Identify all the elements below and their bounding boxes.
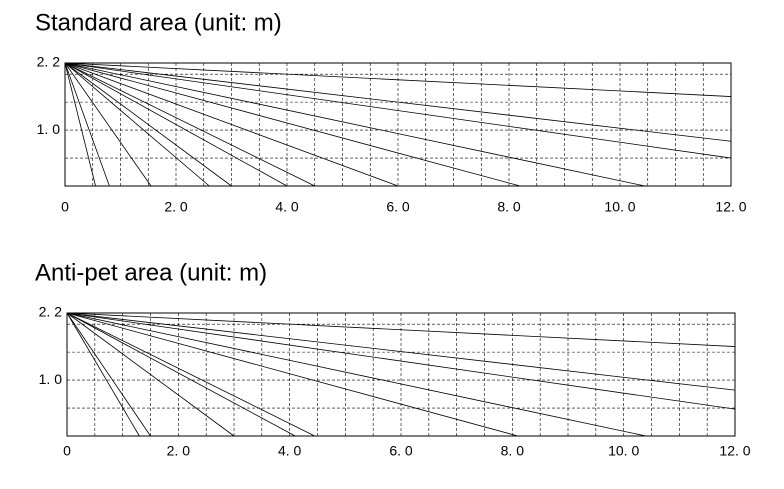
detection-line xyxy=(64,62,315,187)
y-tick-label: 1. 0 xyxy=(37,121,61,137)
x-tick-label: 0 xyxy=(63,443,71,459)
detection-line xyxy=(66,312,647,437)
detection-line xyxy=(66,312,296,437)
detection-line xyxy=(64,62,232,187)
detection-line xyxy=(64,62,732,159)
x-tick-label: 2. 0 xyxy=(164,199,188,215)
x-tick-label: 12. 0 xyxy=(715,199,746,215)
detection-line xyxy=(66,312,736,347)
detection-line xyxy=(64,62,732,97)
detection-line xyxy=(64,62,732,142)
x-tick-label: 4. 0 xyxy=(278,443,302,459)
x-tick-label: 12. 0 xyxy=(719,443,750,459)
detection-line xyxy=(66,312,151,437)
x-tick-label: 8. 0 xyxy=(501,443,525,459)
x-tick-label: 10. 0 xyxy=(604,199,635,215)
detection-line xyxy=(64,62,152,187)
detection-line xyxy=(66,312,235,437)
detection-line xyxy=(64,62,646,187)
y-tick-label: 2. 2 xyxy=(37,54,61,70)
x-tick-label: 8. 0 xyxy=(497,199,521,215)
detection-line xyxy=(64,62,110,187)
detection-line xyxy=(66,312,315,437)
x-tick-label: 2. 0 xyxy=(167,443,191,459)
x-tick-label: 0 xyxy=(61,199,69,215)
detection-line xyxy=(64,62,288,187)
chart-title: Standard area (unit: m) xyxy=(35,9,282,36)
detection-line xyxy=(66,312,519,437)
x-tick-label: 6. 0 xyxy=(386,199,410,215)
detection-line xyxy=(66,312,140,437)
detection-line xyxy=(66,312,736,391)
y-tick-label: 1. 0 xyxy=(39,371,63,387)
plot-frame xyxy=(66,312,736,437)
y-tick-label: 2. 2 xyxy=(39,304,63,320)
detection-line xyxy=(64,62,210,187)
x-tick-label: 4. 0 xyxy=(275,199,299,215)
detection-line xyxy=(64,62,399,187)
detection-line xyxy=(64,62,521,187)
chart-title: Anti-pet area (unit: m) xyxy=(35,259,267,286)
detection-line xyxy=(66,312,736,410)
x-tick-label: 10. 0 xyxy=(608,443,639,459)
detection-line xyxy=(64,62,96,187)
x-tick-label: 6. 0 xyxy=(389,443,413,459)
